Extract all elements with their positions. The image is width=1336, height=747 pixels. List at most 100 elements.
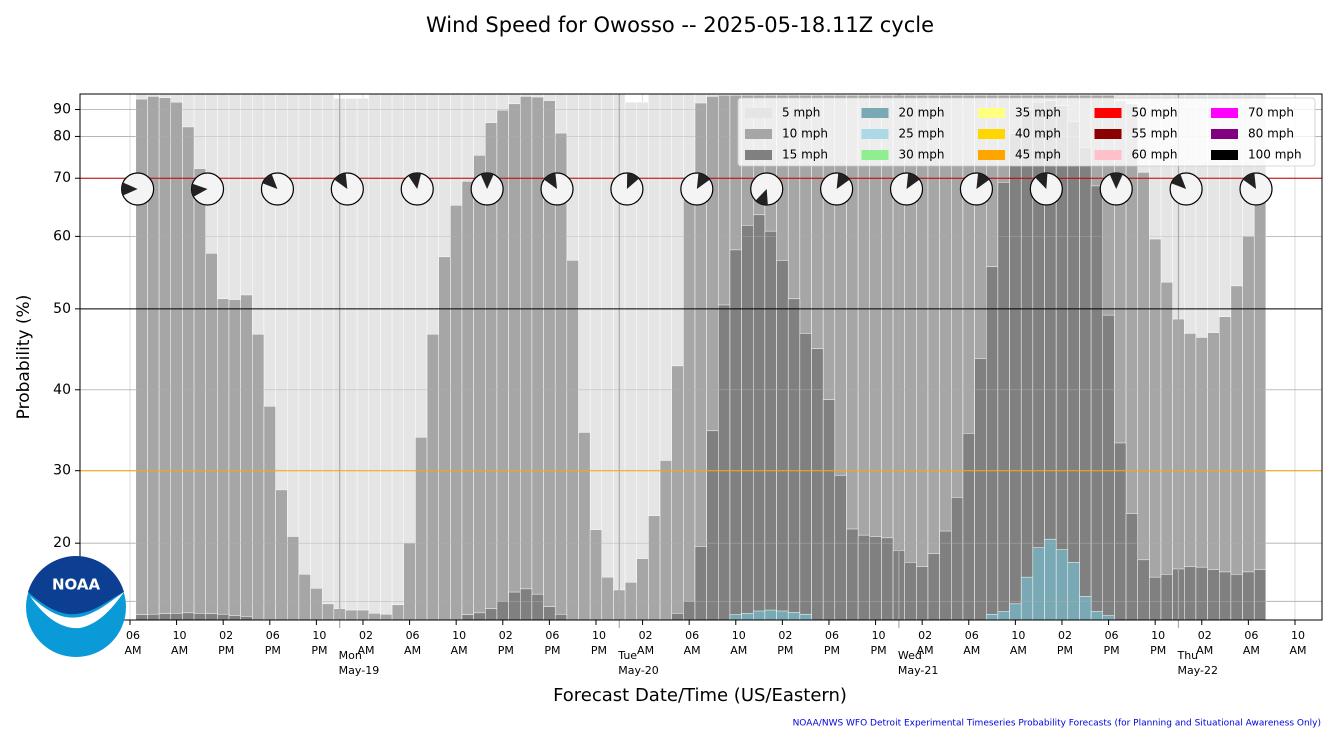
bar [356,98,370,620]
bar [904,562,917,620]
legend-label: 15 mph [782,148,828,162]
bar [298,94,311,620]
bar [881,619,894,620]
bar [531,593,544,620]
bar [426,619,439,620]
bar [298,619,311,620]
bar [776,260,789,620]
bar [1125,513,1138,620]
bar [520,96,533,620]
bar [391,94,405,620]
bar [1114,442,1127,620]
bar [1195,566,1208,620]
bar [1160,281,1173,620]
bar [1149,238,1162,620]
logo-text: NOAA [52,576,101,594]
logo-top [28,556,124,615]
day-label: Thu May-22 [1177,649,1218,677]
bar [671,365,684,620]
wind-wedge [976,173,990,189]
bar [916,566,929,620]
x-tick-label: 06 PM [544,629,561,657]
x-tick-label: 06 AM [683,629,701,657]
bar [391,619,405,620]
chart-title: Wind Speed for Owosso -- 2025-05-18.11Z … [426,13,934,37]
bar [1090,611,1103,620]
bar [1067,121,1080,620]
bar [601,94,614,620]
bar [927,619,940,620]
bar [193,613,206,620]
legend-swatch [1094,129,1122,139]
bar [182,612,195,620]
bar [205,613,218,620]
legend-swatch [861,150,889,160]
y-tick-label: 20 [53,535,71,551]
bar [659,460,672,620]
bar [170,101,183,620]
x-tick-label: 10 AM [1009,629,1027,657]
legend-swatch [861,129,889,139]
y-tick-label: 40 [53,382,71,398]
bar [939,530,952,620]
bar [694,546,707,620]
bar [531,96,544,620]
bar [741,613,754,620]
bar [461,619,474,620]
wind-wedge [121,182,138,196]
bar [158,619,172,620]
x-tick-label: 10 PM [590,629,608,657]
bar [217,613,230,620]
bar [764,230,777,620]
wind-wedge [1243,173,1257,189]
bar [298,574,311,620]
bar [205,253,218,620]
bar [321,94,335,620]
wind-wedge [696,173,710,189]
x-tick-label: 10 PM [1150,629,1167,657]
legend-swatch [745,108,772,118]
bar [135,614,148,620]
bar [916,94,929,620]
legend-label: 55 mph [1132,127,1178,141]
bar [287,619,300,620]
bar [1253,199,1267,620]
bar [857,619,870,620]
bar [461,614,474,620]
bar [438,256,451,620]
x-tick-label: 06 PM [823,629,841,657]
bar [1184,619,1197,620]
bar [345,609,358,620]
bar [368,94,381,620]
y-tick-label: 50 [53,301,71,317]
bar [962,432,975,620]
bar [205,619,218,620]
bar [438,619,451,620]
x-tick-label: 02 AM [637,629,655,657]
legend-swatch [1211,108,1238,118]
bar [520,619,533,620]
bar [706,619,719,620]
bar [275,619,288,620]
footer-note: NOAA/NWS WFO Detroit Experimental Timese… [793,719,1321,729]
y-axis-label: Probability (%) [14,295,34,420]
bar [1137,172,1150,620]
bar [473,619,486,620]
bar [811,348,824,620]
x-tick-label: 10 PM [870,629,887,657]
bar [147,96,160,620]
bar [554,613,568,620]
bar [1079,147,1092,620]
bar [1090,185,1103,620]
bar [706,430,719,620]
bar [415,619,428,620]
bar [461,181,474,620]
y-tick-label: 80 [53,128,71,144]
bar [531,619,544,620]
bar [718,619,731,620]
bar [275,489,288,620]
x-tick-label: 06 AM [963,629,981,657]
wind-wedge [334,173,348,189]
bar [927,94,940,620]
